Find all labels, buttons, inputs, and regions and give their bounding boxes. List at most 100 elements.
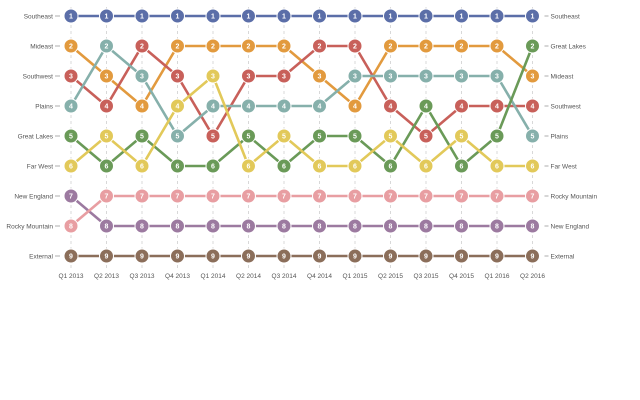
point-southeast-6 xyxy=(276,8,292,24)
point-label-rocky-mountain-3: 7 xyxy=(176,194,180,201)
point-southwest-12 xyxy=(489,98,505,114)
point-label-plains-7: 4 xyxy=(318,104,322,111)
point-new-england-6 xyxy=(276,218,292,234)
point-label-far-west-12: 6 xyxy=(495,164,499,171)
point-label-far-west-8: 6 xyxy=(353,164,357,171)
point-far-west-10 xyxy=(418,158,434,174)
point-great-lakes-12 xyxy=(489,128,505,144)
point-far-west-5 xyxy=(241,158,256,174)
point-label-rocky-mountain-7: 7 xyxy=(318,194,322,201)
point-label-far-west-10: 6 xyxy=(424,164,428,171)
x-tick-label-q3-2013: Q3 2013 xyxy=(130,273,155,280)
right-label-rocky-mountain: Rocky Mountain xyxy=(551,193,598,200)
point-label-external-0: 9 xyxy=(69,254,73,261)
point-mideast-4 xyxy=(205,38,221,54)
point-label-great-lakes-3: 6 xyxy=(176,164,180,171)
right-label-great-lakes: Great Lakes xyxy=(551,43,587,50)
point-label-southwest-0: 3 xyxy=(69,74,73,81)
x-tick-label-q2-2015: Q2 2015 xyxy=(378,273,403,280)
point-external-1 xyxy=(99,248,114,264)
point-new-england-12 xyxy=(489,218,505,234)
point-plains-2 xyxy=(134,68,150,84)
point-far-west-3 xyxy=(170,98,185,114)
point-label-external-13: 9 xyxy=(531,254,535,261)
point-southeast-13 xyxy=(525,8,540,24)
point-label-external-1: 9 xyxy=(105,254,109,261)
point-great-lakes-6 xyxy=(276,158,292,174)
point-label-rocky-mountain-4: 7 xyxy=(211,194,215,201)
point-label-rocky-mountain-12: 7 xyxy=(495,194,499,201)
point-plains-13 xyxy=(525,128,540,144)
point-southwest-2 xyxy=(134,38,150,54)
point-mideast-5 xyxy=(241,38,256,54)
x-tick-label-q1-2013: Q1 2013 xyxy=(59,273,84,280)
point-external-11 xyxy=(454,248,469,264)
point-label-southeast-10: 1 xyxy=(424,14,428,21)
x-tick-label-q3-2015: Q3 2015 xyxy=(414,273,439,280)
point-southeast-4 xyxy=(205,8,221,24)
point-mideast-6 xyxy=(276,38,292,54)
point-label-rocky-mountain-10: 7 xyxy=(424,194,428,201)
point-label-plains-5: 4 xyxy=(247,104,251,111)
point-external-13 xyxy=(525,248,540,264)
point-label-mideast-13: 3 xyxy=(531,74,535,81)
point-label-new-england-4: 8 xyxy=(211,224,215,231)
point-southeast-9 xyxy=(383,8,398,24)
point-plains-3 xyxy=(170,128,185,144)
point-label-external-7: 9 xyxy=(318,254,322,261)
point-label-plains-13: 5 xyxy=(531,134,535,141)
point-rocky-mountain-11 xyxy=(454,188,469,204)
point-label-plains-11: 3 xyxy=(460,74,464,81)
point-label-southeast-12: 1 xyxy=(495,14,499,21)
point-label-southwest-12: 4 xyxy=(495,104,499,111)
point-southeast-2 xyxy=(134,8,150,24)
left-label-far-west: Far West xyxy=(27,163,53,170)
point-label-far-west-11: 5 xyxy=(460,134,464,141)
point-label-plains-0: 4 xyxy=(69,104,73,111)
point-label-southeast-8: 1 xyxy=(353,14,357,21)
point-rocky-mountain-8 xyxy=(347,188,363,204)
point-southwest-6 xyxy=(276,68,292,84)
point-mideast-0 xyxy=(63,38,79,54)
point-label-plains-9: 3 xyxy=(389,74,393,81)
point-label-southwest-5: 3 xyxy=(247,74,251,81)
point-label-southeast-13: 1 xyxy=(531,14,535,21)
point-label-mideast-0: 2 xyxy=(69,44,73,51)
point-label-southeast-9: 1 xyxy=(389,14,393,21)
point-label-mideast-3: 2 xyxy=(176,44,180,51)
point-label-mideast-10: 2 xyxy=(424,44,428,51)
point-label-mideast-12: 2 xyxy=(495,44,499,51)
point-label-far-west-3: 4 xyxy=(176,104,180,111)
point-label-rocky-mountain-6: 7 xyxy=(282,194,286,201)
point-rocky-mountain-1 xyxy=(99,188,114,204)
point-new-england-3 xyxy=(170,218,185,234)
left-axis-labels: Southeast Mideast Southwest Plains Great Lak… xyxy=(6,13,60,260)
point-label-plains-10: 3 xyxy=(424,74,428,81)
point-southwest-4 xyxy=(205,128,221,144)
point-label-new-england-7: 8 xyxy=(318,224,322,231)
point-rocky-mountain-13 xyxy=(525,188,540,204)
point-rocky-mountain-9 xyxy=(383,188,398,204)
point-plains-10 xyxy=(418,68,434,84)
point-label-new-england-3: 8 xyxy=(176,224,180,231)
point-label-mideast-11: 2 xyxy=(460,44,464,51)
point-label-great-lakes-10: 4 xyxy=(424,104,428,111)
point-new-england-5 xyxy=(241,218,256,234)
point-label-southwest-3: 3 xyxy=(176,74,180,81)
point-label-mideast-4: 2 xyxy=(211,44,215,51)
point-label-new-england-8: 8 xyxy=(353,224,357,231)
point-label-southwest-4: 5 xyxy=(211,134,215,141)
point-label-external-5: 9 xyxy=(247,254,251,261)
point-external-3 xyxy=(170,248,185,264)
point-label-external-6: 9 xyxy=(282,254,286,261)
point-label-great-lakes-9: 6 xyxy=(389,164,393,171)
point-label-external-12: 9 xyxy=(495,254,499,261)
point-label-southeast-6: 1 xyxy=(282,14,286,21)
point-great-lakes-4 xyxy=(205,158,221,174)
point-southwest-0 xyxy=(63,68,79,84)
point-new-england-7 xyxy=(312,218,327,234)
point-label-great-lakes-12: 5 xyxy=(495,134,499,141)
right-label-southwest: Southwest xyxy=(551,103,582,110)
point-label-new-england-9: 8 xyxy=(389,224,393,231)
